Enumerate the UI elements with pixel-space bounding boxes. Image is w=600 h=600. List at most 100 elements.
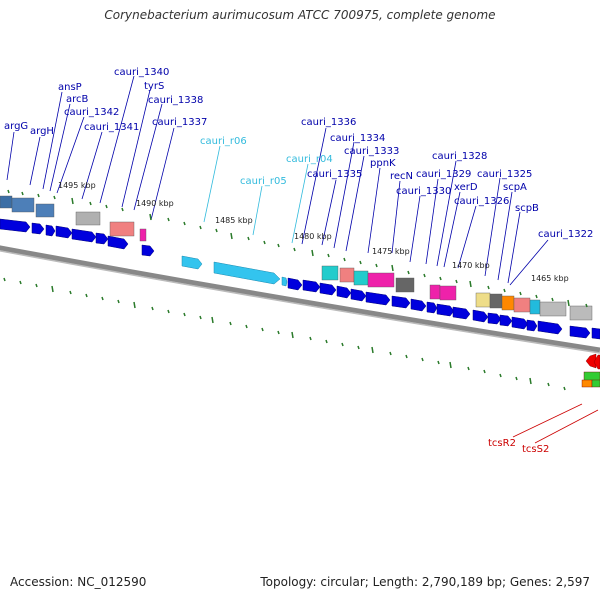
tick-mark [37, 193, 40, 198]
gene-feature [511, 316, 529, 330]
gene-label: scpA [503, 182, 527, 193]
leader-line [301, 127, 327, 245]
gene-feature [31, 222, 45, 235]
tick-mark [230, 232, 233, 240]
forward-strand [0, 218, 600, 340]
gene-label: cauri_1335 [307, 169, 362, 180]
leader-line [99, 75, 135, 204]
tick-mark [199, 225, 202, 230]
tick-mark [199, 315, 202, 320]
gene-label: xerD [454, 182, 478, 193]
gene-feature [45, 224, 56, 237]
gene-box [475, 292, 491, 308]
kbp-tick-label: 1495 kbp [58, 181, 96, 190]
leader-line [436, 160, 457, 267]
leader-line [6, 131, 15, 181]
gene-feature [472, 309, 489, 323]
tick-mark [117, 299, 120, 304]
tick-mark [487, 285, 490, 290]
leader-line [81, 131, 103, 200]
gene-label: ansP [58, 82, 82, 93]
gene-label: cauri_r04 [286, 154, 333, 165]
gene-label: cauri_r05 [240, 176, 287, 187]
kbp-tick-label: 1475 kbp [372, 247, 410, 256]
gene-feature [95, 232, 109, 245]
leader-line [507, 211, 521, 284]
tick-mark [247, 236, 250, 241]
tick-mark [389, 351, 392, 356]
tick-mark [327, 253, 330, 258]
gene-label: tyrS [144, 81, 164, 92]
gene-label: argH [30, 126, 54, 137]
tick-mark [359, 260, 362, 265]
leader-line [345, 155, 365, 252]
tick-mark [3, 277, 6, 282]
leader-line [150, 127, 175, 221]
tick-mark [467, 366, 470, 371]
gene-box [139, 228, 147, 242]
gene-feature [569, 325, 591, 339]
tick-mark [391, 264, 394, 272]
kbp-tick-label: 1485 kbp [215, 216, 253, 225]
kbp-labels: 1495 kbp 1490 kbp 1485 kbp 1480 kbp 1475… [58, 181, 569, 283]
gene-box [439, 285, 457, 301]
gene-feature [499, 314, 513, 327]
gene-feature [350, 288, 367, 302]
gene-label: cauri_1338 [148, 95, 203, 106]
gene-label: cauri_1341 [84, 122, 139, 133]
gene-box [339, 267, 355, 283]
leader-line [42, 91, 63, 190]
gene-feature [537, 320, 563, 335]
tick-mark [51, 285, 54, 293]
kbp-tick-label: 1480 kbp [294, 232, 332, 241]
gene-label: tcsS2 [522, 444, 549, 455]
tick-mark [7, 189, 10, 194]
tick-mark [407, 270, 410, 275]
tick-mark [35, 283, 38, 288]
tick-mark [151, 306, 154, 311]
gene-feature [319, 282, 337, 296]
gene-box [591, 379, 600, 388]
tick-mark [291, 331, 294, 339]
gene-feature [585, 353, 597, 369]
gene-feature [302, 279, 321, 293]
gene-label: cauri_1333 [344, 146, 399, 157]
leader-line [203, 145, 221, 223]
gene-box [539, 301, 567, 317]
tick-mark [167, 309, 170, 314]
leader-line [534, 409, 599, 444]
tick-mark [439, 276, 442, 281]
tick-mark [449, 361, 452, 369]
leader-line [367, 167, 381, 254]
gene-labels: argG argH ansP arcB cauri_1342 cauri_134… [4, 67, 593, 455]
tick-mark [277, 330, 280, 335]
leader-line [321, 179, 337, 246]
tick-mark [529, 377, 532, 385]
upper-tick-row [7, 189, 588, 308]
gene-box [581, 379, 593, 388]
gene-label: cauri_1334 [330, 133, 385, 144]
leader-line [29, 136, 41, 186]
gene-box [353, 270, 369, 286]
tick-mark [469, 280, 472, 288]
gene-box [513, 297, 531, 313]
gene-label: scpB [515, 203, 539, 214]
forward-colored-genes [0, 195, 593, 321]
tick-mark [277, 243, 280, 248]
tick-mark [499, 373, 502, 378]
gene-box [0, 195, 13, 209]
gene-box [429, 284, 441, 300]
tick-mark [551, 297, 554, 302]
gene-feature [452, 306, 471, 320]
gene-feature [365, 291, 391, 306]
tick-mark [437, 360, 440, 365]
rna-feature [181, 255, 203, 270]
reverse-strand-right [581, 353, 600, 388]
tick-mark [71, 197, 74, 205]
gene-feature [487, 312, 502, 325]
leader-line [333, 141, 355, 249]
map-title: Corynebacterium aurimucosum ATCC 700975,… [104, 8, 496, 22]
leader-line [497, 191, 513, 281]
tick-mark [535, 294, 538, 299]
